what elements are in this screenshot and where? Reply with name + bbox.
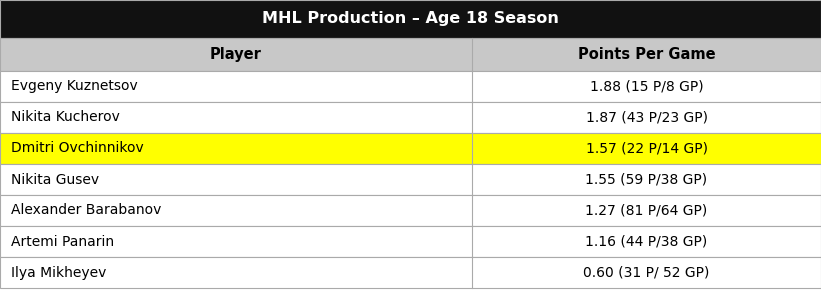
Text: 1.87 (43 P/23 GP): 1.87 (43 P/23 GP) bbox=[585, 110, 708, 124]
Text: Player: Player bbox=[210, 47, 262, 62]
Text: Nikita Kucherov: Nikita Kucherov bbox=[11, 110, 120, 124]
Text: 1.88 (15 P/8 GP): 1.88 (15 P/8 GP) bbox=[589, 79, 704, 93]
Bar bbox=[0, 38, 821, 71]
Bar bbox=[0, 164, 821, 195]
Text: Nikita Gusev: Nikita Gusev bbox=[11, 173, 99, 187]
Text: Dmitri Ovchinnikov: Dmitri Ovchinnikov bbox=[11, 142, 144, 156]
Bar bbox=[0, 0, 821, 38]
Text: 1.27 (81 P/64 GP): 1.27 (81 P/64 GP) bbox=[585, 204, 708, 218]
Text: Ilya Mikheyev: Ilya Mikheyev bbox=[11, 265, 106, 279]
Text: 1.57 (22 P/14 GP): 1.57 (22 P/14 GP) bbox=[585, 142, 708, 156]
Bar bbox=[0, 195, 821, 226]
Text: MHL Production – Age 18 Season: MHL Production – Age 18 Season bbox=[262, 11, 559, 27]
Text: 1.55 (59 P/38 GP): 1.55 (59 P/38 GP) bbox=[585, 173, 708, 187]
Bar bbox=[0, 0, 821, 38]
Text: Evgeny Kuznetsov: Evgeny Kuznetsov bbox=[11, 79, 137, 93]
Text: Points Per Game: Points Per Game bbox=[578, 47, 715, 62]
Text: 1.16 (44 P/38 GP): 1.16 (44 P/38 GP) bbox=[585, 234, 708, 248]
Bar bbox=[0, 226, 821, 257]
Text: Artemi Panarin: Artemi Panarin bbox=[11, 234, 114, 248]
Bar bbox=[0, 102, 821, 133]
Text: Alexander Barabanov: Alexander Barabanov bbox=[11, 204, 161, 218]
Text: 0.60 (31 P/ 52 GP): 0.60 (31 P/ 52 GP) bbox=[584, 265, 709, 279]
Bar bbox=[0, 71, 821, 102]
Bar bbox=[0, 133, 821, 164]
Bar bbox=[0, 257, 821, 288]
